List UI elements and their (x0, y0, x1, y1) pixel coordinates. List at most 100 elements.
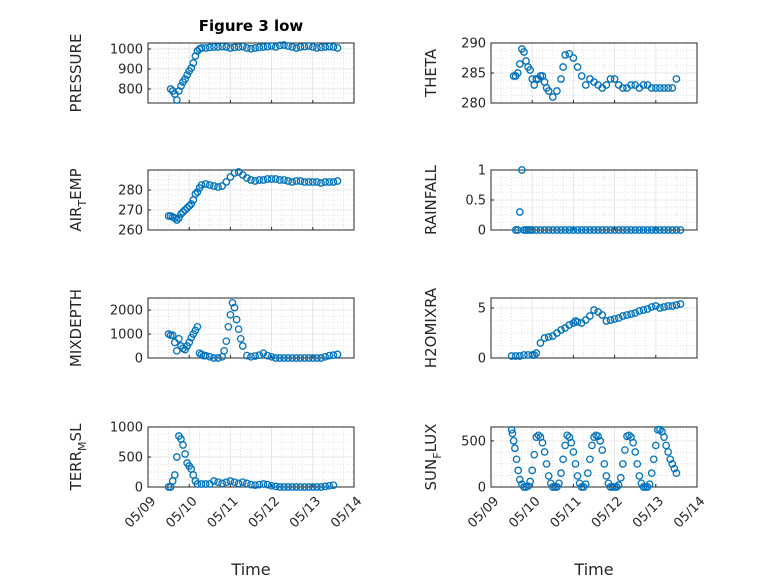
x-tick-label: 05/12 (246, 494, 283, 531)
y-axis-label: MIXDEPTH (67, 289, 85, 367)
data-point (651, 226, 660, 234)
data-point (197, 181, 206, 189)
x-tick-label: 05/10 (506, 494, 543, 531)
data-point (660, 226, 668, 234)
data-point (602, 317, 611, 325)
data-point (243, 351, 251, 360)
data-point (534, 431, 543, 440)
data-point (232, 315, 241, 324)
data-point (304, 42, 313, 50)
data-point (197, 480, 206, 488)
data-point (263, 175, 272, 183)
data-point (569, 54, 578, 62)
data-point (329, 351, 338, 359)
x-tick-label: 05/14 (328, 494, 365, 531)
data-point (193, 188, 202, 196)
data-point (540, 334, 549, 342)
data-point (271, 43, 280, 51)
data-point (573, 318, 582, 326)
data-point (618, 226, 627, 234)
data-point (329, 481, 338, 490)
data-point (185, 202, 194, 210)
data-point (243, 174, 251, 182)
data-point (179, 441, 187, 449)
data-point (647, 226, 656, 234)
y-tick-label: 1000 (110, 421, 143, 436)
y-tick-label: 1000 (110, 43, 143, 58)
data-point (573, 63, 582, 71)
x-tick-label: 05/13 (630, 494, 667, 531)
data-point (528, 226, 537, 234)
data-point (222, 43, 231, 51)
data-point (226, 477, 235, 485)
data-point (251, 177, 259, 185)
data-point (271, 482, 280, 491)
data-point (296, 354, 305, 362)
data-point (524, 482, 532, 490)
data-point (313, 354, 321, 362)
data-point (222, 178, 231, 186)
data-point (670, 464, 679, 473)
data-point (651, 84, 660, 92)
data-point (201, 180, 210, 188)
data-point (614, 481, 623, 490)
data-point (329, 43, 338, 51)
data-point (308, 43, 317, 51)
data-point (664, 84, 673, 92)
axes-box (147, 297, 355, 359)
data-point (317, 354, 325, 362)
data-point (672, 469, 681, 478)
data-point (639, 81, 648, 89)
data-point (569, 226, 578, 234)
data-point (512, 455, 521, 464)
data-point (247, 176, 255, 184)
x-tick-label: 05/12 (589, 494, 626, 531)
data-point (623, 226, 631, 234)
data-point (590, 226, 598, 234)
data-point (621, 446, 629, 454)
data-point (172, 453, 181, 461)
data-point (532, 349, 541, 357)
data-point (627, 310, 635, 318)
y-axis-label: H2OMIXRA (422, 287, 440, 368)
x-tick-label: 05/10 (163, 494, 200, 531)
axes-box (147, 42, 355, 104)
x-axis-label-left: Time (230, 560, 270, 579)
y-axis-label: THETA (422, 48, 440, 98)
data-point (284, 42, 292, 50)
data-point (511, 444, 519, 453)
y-tick-label: 5 (478, 302, 486, 317)
data-point (548, 93, 557, 101)
data-point (557, 469, 565, 478)
y-tick-label: 0 (478, 481, 486, 496)
data-point (205, 43, 214, 52)
data-point (210, 43, 218, 51)
y-axis-label: TERRMSL (67, 423, 89, 492)
data-point (627, 226, 635, 234)
data-point (193, 480, 202, 488)
data-point (267, 352, 276, 361)
data-point (247, 352, 255, 361)
x-tick-label: 05/14 (671, 494, 708, 531)
data-point (528, 466, 537, 475)
axes-box (490, 297, 698, 359)
data-point (623, 311, 631, 319)
data-point (557, 75, 565, 83)
data-point (214, 183, 222, 191)
data-point (508, 429, 517, 438)
data-point (660, 433, 668, 442)
data-point (214, 43, 222, 51)
data-point (183, 204, 191, 212)
data-point (530, 351, 539, 359)
data-point (177, 82, 185, 90)
data-point (540, 448, 549, 456)
data-point (333, 44, 342, 52)
data-point (168, 331, 177, 340)
data-point (179, 208, 187, 216)
data-point (618, 460, 627, 468)
data-point (175, 214, 183, 222)
y-tick-label: 0 (135, 352, 143, 367)
y-tick-label: 1 (478, 164, 486, 179)
data-point (614, 226, 623, 234)
data-point (321, 43, 330, 51)
